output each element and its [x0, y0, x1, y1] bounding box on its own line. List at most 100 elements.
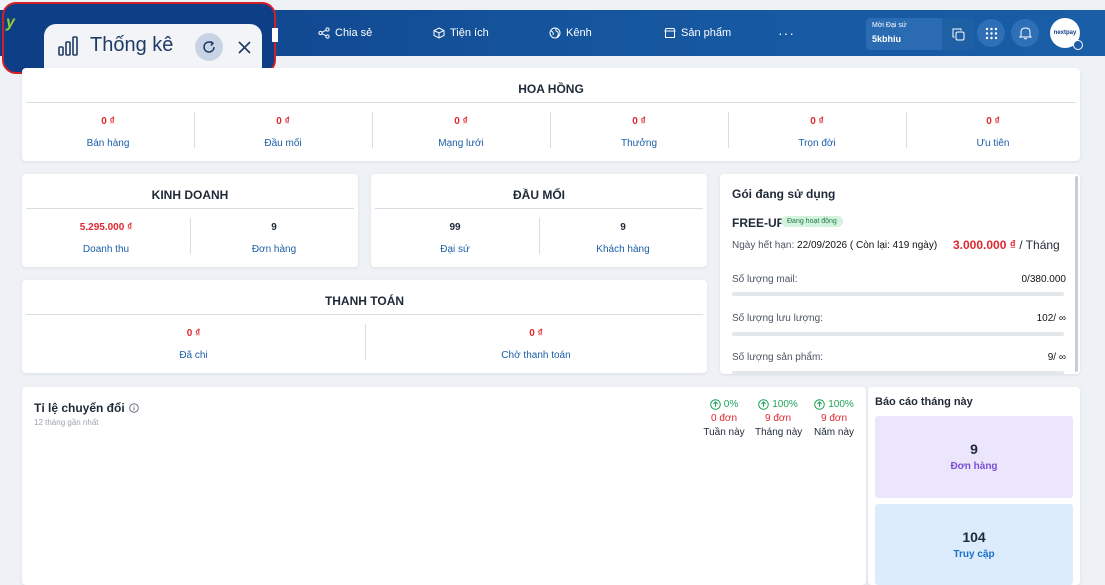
stat-bonus[interactable]: 0 ₫ Thưởng: [550, 116, 728, 149]
kpi-count: 9 đơn: [764, 413, 792, 424]
nav-utilities-label: Tiện ích: [450, 27, 489, 39]
quota-value: 102/ ∞: [1036, 313, 1066, 324]
payment-card: THANH TOÁN 0 ₫ Đã chi 0 ₫ Chờ thanh toán: [22, 280, 707, 373]
stat-customers[interactable]: 9 Khách hàng: [539, 222, 707, 255]
stat-pending-payment[interactable]: 0 ₫ Chờ thanh toán: [365, 328, 707, 361]
stat-sales[interactable]: 0 ₫ Bán hàng: [22, 116, 194, 149]
kpi-label: Tuần này: [703, 427, 745, 438]
refresh-button[interactable]: [195, 33, 223, 61]
conversion-card: Tỉ lệ chuyển đổi 12 tháng gần nhất 0% 0 …: [22, 387, 866, 585]
tab-statistics[interactable]: Thống kê: [44, 24, 262, 70]
price-row: 3.000.000 ₫ / Tháng: [953, 238, 1060, 252]
report-label: Đơn hàng: [950, 461, 998, 472]
stat-label: Ưu tiên: [976, 138, 1010, 149]
subscription-scrollbar[interactable]: [1075, 176, 1078, 372]
kpi-label: Năm này: [813, 427, 854, 438]
stat-value: 0 ₫: [986, 116, 1000, 127]
quota-traffic: Số lượng lưu lượng: 102/ ∞: [732, 313, 1066, 324]
notifications-button[interactable]: [1011, 19, 1039, 47]
nav-products[interactable]: Sản phẩm: [664, 10, 731, 56]
copy-icon: [952, 28, 964, 40]
stat-label: Đại sứ: [440, 244, 470, 255]
nav-share-label: Chia sẻ: [335, 27, 373, 39]
quota-label: Số lượng mail:: [732, 274, 798, 285]
divider: [728, 112, 729, 148]
bar-chart-icon: [58, 36, 78, 56]
stat-revenue[interactable]: 5.295.000 ₫ Doanh thu: [22, 222, 190, 255]
divider: [906, 112, 907, 148]
quota-progress-bar: [732, 371, 1064, 374]
stat-lifetime[interactable]: 0 ₫ Trọn đời: [728, 116, 906, 149]
stat-label: Bán hàng: [86, 138, 130, 149]
monthly-report-card: Báo cáo tháng này 9 Đơn hàng 104 Truy cậ…: [868, 387, 1080, 585]
divider: [26, 102, 1076, 103]
stat-label: Trọn đời: [798, 138, 836, 149]
stat-label: Đầu mối: [264, 138, 302, 149]
conversion-title: Tỉ lệ chuyển đổi: [34, 401, 125, 415]
nav-utilities[interactable]: Tiện ích: [433, 10, 489, 56]
close-tab-button[interactable]: [232, 34, 256, 60]
price-unit: / Tháng: [1019, 238, 1060, 252]
quota-progress-bar: [732, 332, 1064, 336]
expiry-label: Ngày hết hạn:: [732, 240, 795, 251]
divider: [375, 208, 703, 209]
stat-value: 9: [620, 222, 626, 233]
report-value: 9: [970, 441, 978, 457]
stat-label: Đã chi: [179, 350, 208, 361]
divider: [365, 324, 366, 360]
nav-share[interactable]: Chia sẻ: [318, 10, 372, 56]
info-icon[interactable]: [128, 403, 139, 413]
refresh-icon: [203, 40, 215, 53]
kpi-year: 100% 9 đơn Năm này: [811, 399, 857, 438]
stat-value: 99: [449, 222, 461, 233]
stat-value: 0 ₫: [632, 116, 646, 127]
quota-products: Số lượng sản phẩm: 9/ ∞: [732, 352, 1066, 363]
hub-title: ĐẦU MỐI: [513, 188, 565, 202]
kpi-week: 0% 0 đơn Tuần này: [701, 399, 747, 438]
stat-label: Khách hàng: [596, 244, 650, 255]
stat-network[interactable]: 0 ₫ Mạng lưới: [372, 116, 550, 149]
active-tab-highlight: y Thống kê: [2, 2, 276, 74]
bell-icon: [1018, 27, 1032, 40]
grid-icon: [985, 27, 997, 39]
nav-channel[interactable]: Kênh: [549, 10, 592, 56]
globe-icon: [549, 27, 561, 39]
nav-channel-label: Kênh: [566, 27, 592, 39]
account-avatar[interactable]: nextpay: [1050, 18, 1083, 50]
apps-menu-button[interactable]: [977, 19, 1005, 47]
report-value: 104: [962, 529, 986, 545]
more-menu-button[interactable]: ···: [778, 25, 795, 41]
report-title: Báo cáo tháng này: [875, 396, 973, 408]
arrow-up-circle-icon: [758, 399, 770, 410]
stat-priority[interactable]: 0 ₫ Ưu tiên: [906, 116, 1080, 149]
stat-orders[interactable]: 9 Đơn hàng: [190, 222, 358, 255]
divider: [372, 112, 373, 148]
report-visits-box[interactable]: 104 Truy cập: [875, 504, 1073, 585]
stat-value: 0 ₫: [454, 116, 468, 127]
quota-value: 9/ ∞: [1047, 352, 1066, 363]
business-card: KINH DOANH 5.295.000 ₫ Doanh thu 9 Đơn hàn…: [22, 174, 358, 267]
subscription-title: Gói đang sử dụng: [732, 187, 836, 201]
quota-label: Số lượng lưu lượng:: [732, 313, 824, 324]
status-badge: Đang hoạt động: [781, 216, 843, 227]
divider: [539, 218, 540, 254]
tab-title: Thống kê: [90, 34, 174, 56]
stat-hub[interactable]: 0 ₫ Đầu mối: [194, 116, 372, 149]
stat-paid[interactable]: 0 ₫ Đã chi: [22, 328, 365, 361]
stat-label: Thưởng: [620, 138, 658, 149]
copy-code-button[interactable]: [942, 18, 974, 50]
report-orders-box[interactable]: 9 Đơn hàng: [875, 416, 1073, 498]
kpi-label: Tháng này: [755, 427, 803, 438]
plan-price: 3.000.000 ₫: [953, 238, 1016, 252]
kpi-pct: 100%: [772, 399, 798, 410]
stat-value: 9: [271, 222, 277, 233]
divider: [26, 314, 703, 315]
close-icon: [237, 40, 251, 54]
kpi-count: 9 đơn: [820, 413, 848, 424]
divider: [550, 112, 551, 148]
invite-ambassador-label: Mời Đại sứ: [872, 22, 907, 29]
quota-mail: Số lượng mail: 0/380.000: [732, 274, 1066, 285]
stat-ambassadors[interactable]: 99 Đại sứ: [371, 222, 539, 255]
invite-ambassador-box[interactable]: Mời Đại sứ 5kbhiu: [866, 18, 974, 50]
conversion-subtitle: 12 tháng gần nhất: [34, 418, 99, 427]
